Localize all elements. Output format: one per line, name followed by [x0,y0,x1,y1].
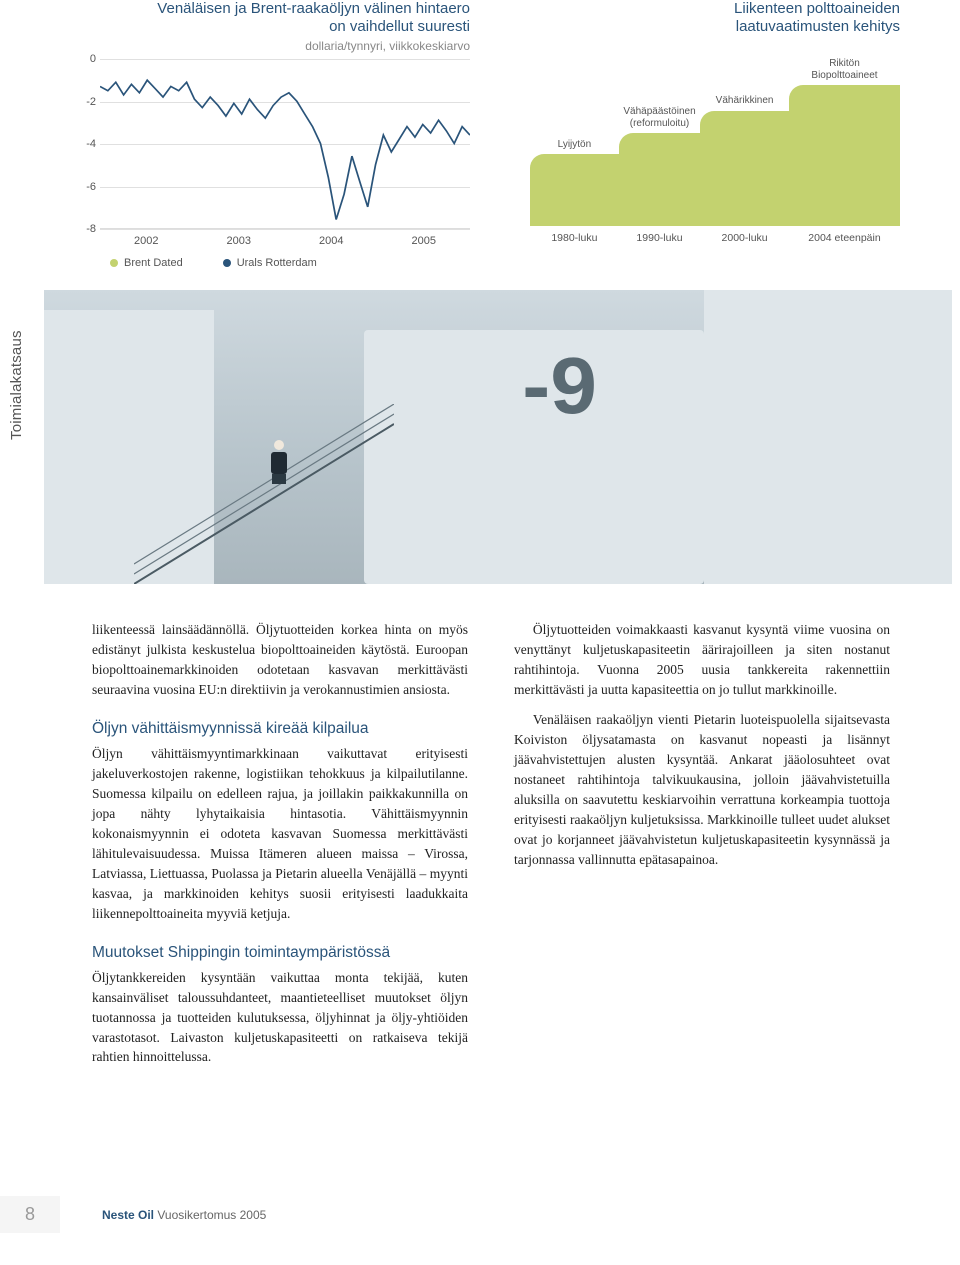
fuel-quality-chart: Liikenteen polttoaineiden laatuvaatimust… [530,0,900,270]
col1-heading1: Öljyn vähittäismyynnissä kireää kilpailu… [92,720,468,738]
chart1-title: Venäläisen ja Brent-raakaöljyn välinen h… [100,0,470,36]
col1-para3: Öljytankkereiden kysyntään vaikuttaa mon… [92,968,468,1068]
chart2-title: Liikenteen polttoaineiden laatuvaatimust… [530,0,900,36]
article-body: liikenteessä lainsäädännöllä. Öljytuotte… [92,620,890,1067]
chart2-x-labels: 1980-luku1990-luku2000-luku2004 eteenpäi… [530,232,900,244]
chart1-subtitle: dollaria/tynnyri, viikkokeskiarvo [100,39,470,53]
page-number: 8 [0,1196,60,1233]
section-side-tab: Toimialakatsaus [8,330,25,440]
col2-para1: Öljytuotteiden voimakkaasti kasvanut kys… [514,620,890,700]
col2-para2: Venäläisen raakaöljyn vienti Pietarin lu… [514,710,890,870]
col1-para1: liikenteessä lainsäädännöllä. Öljytuotte… [92,620,468,700]
chart1-plot: 0-2-4-6-8 [100,59,470,229]
price-spread-chart: Venäläisen ja Brent-raakaöljyn välinen h… [100,0,470,270]
page-footer: 8 Neste Oil Vuosikertomus 2005 [0,1196,960,1233]
worker-figure [268,440,290,482]
chart1-legend: Brent DatedUrals Rotterdam [100,257,470,269]
chart2-plot: LyijytönVähäpäästöinen(reformuloitu)Vähä… [530,66,900,226]
footer-brand: Neste Oil Vuosikertomus 2005 [102,1208,266,1222]
tank-number: -9 [522,340,597,432]
col1-heading2: Muutokset Shippingin toimintaympäristöss… [92,944,468,962]
chart1-x-labels: 2002200320042005 [100,235,470,247]
col1-para2: Öljyn vähittäismyyntimarkkinaan vaikutta… [92,744,468,924]
refinery-photo: -9 [44,290,952,584]
